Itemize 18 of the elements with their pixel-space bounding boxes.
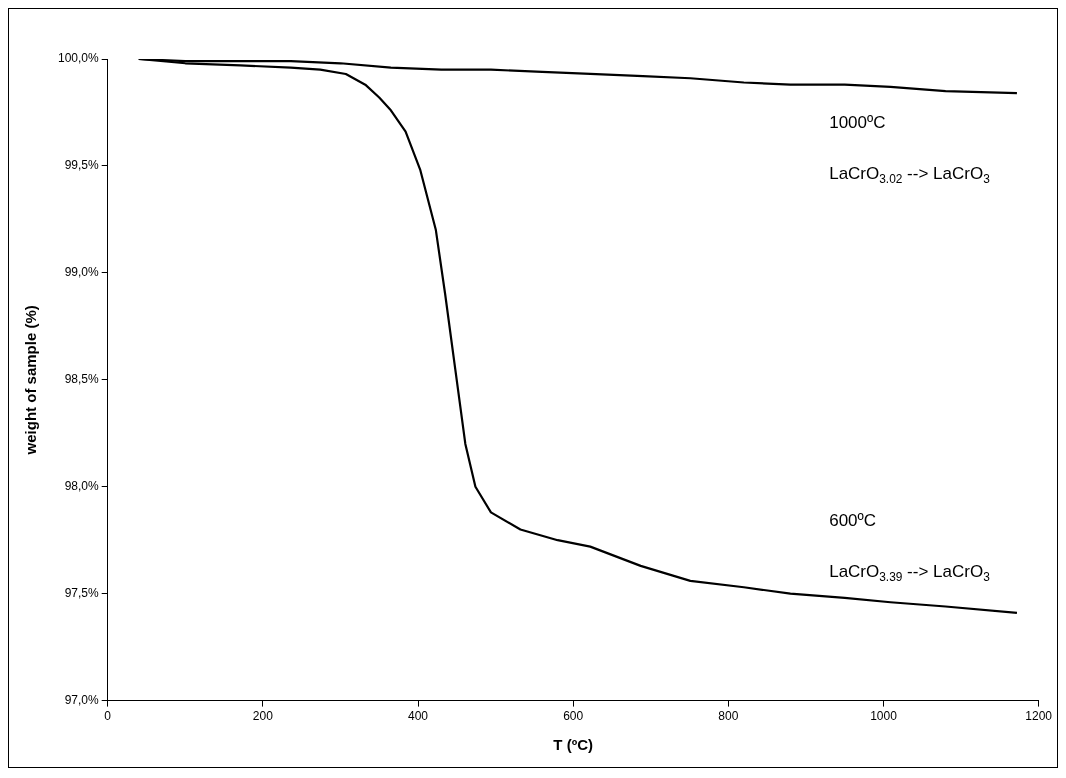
y-tick-label: 97,5%	[64, 585, 100, 600]
y-tick-label: 99,0%	[64, 265, 100, 280]
x-tick-label: 1000	[870, 709, 898, 724]
y-tick-label: 99,5%	[64, 158, 100, 173]
annotation: 1000ºC	[829, 112, 886, 132]
y-tick-label: 100,0%	[58, 51, 100, 66]
x-tick-label: 600	[563, 709, 584, 724]
x-tick-label: 1200	[1025, 709, 1053, 724]
x-tick-label: 200	[252, 709, 274, 724]
y-axis-title: weight of sample (%)	[22, 305, 40, 456]
x-tick-label: 800	[718, 709, 739, 724]
y-tick-label: 98,5%	[64, 372, 100, 387]
y-tick-label: 97,0%	[64, 692, 100, 707]
x-tick-label: 400	[408, 709, 429, 724]
x-axis-title: T (ºC)	[553, 736, 593, 754]
annotation: 600ºC	[829, 510, 877, 530]
x-tick-label: 0	[104, 709, 112, 724]
y-tick-label: 98,0%	[64, 479, 100, 494]
